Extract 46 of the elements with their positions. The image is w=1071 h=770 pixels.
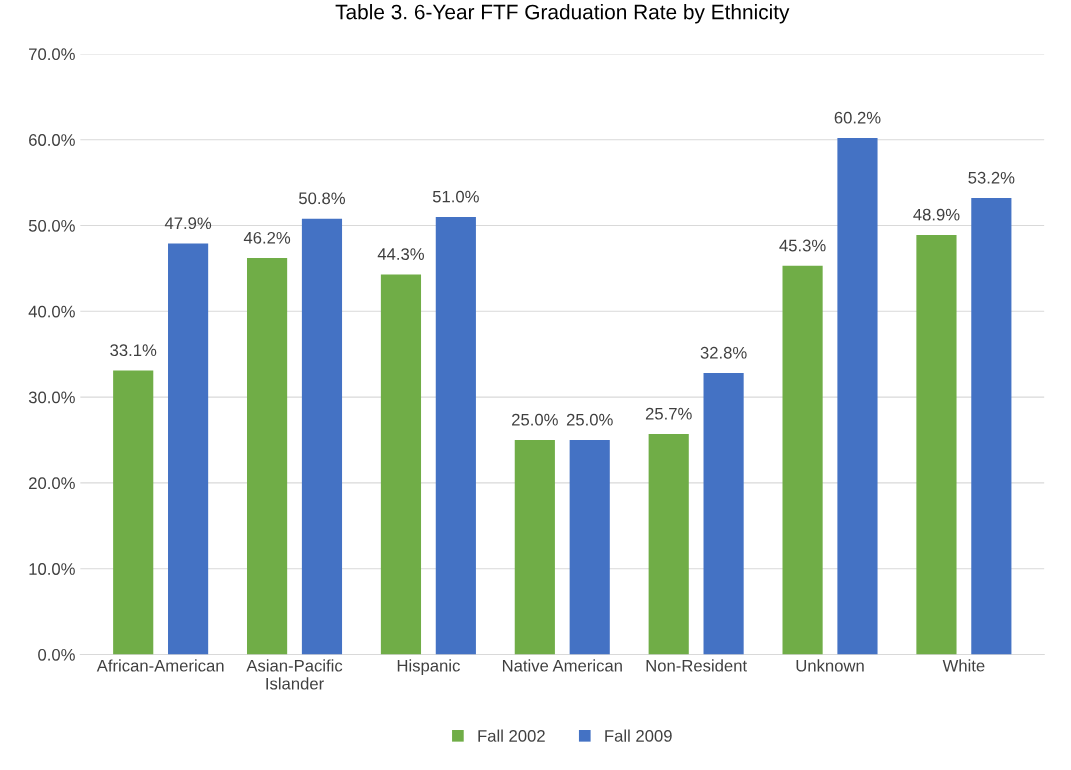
y-tick-label: 30.0% bbox=[28, 391, 75, 404]
data-label: 32.8% bbox=[700, 346, 747, 359]
bar bbox=[514, 440, 555, 655]
data-label: 25.7% bbox=[645, 407, 692, 420]
bar bbox=[569, 440, 610, 655]
x-tick-label: White bbox=[942, 659, 985, 672]
y-tick-label: 70.0% bbox=[29, 48, 75, 61]
x-tick-label: Non-Resident bbox=[646, 659, 747, 672]
y-tick-label: 50.0% bbox=[28, 219, 75, 232]
x-tick-label: Unknown bbox=[796, 659, 864, 672]
data-label: 53.2% bbox=[968, 171, 1015, 184]
data-label: 50.8% bbox=[299, 192, 346, 205]
bar bbox=[837, 137, 878, 655]
bar bbox=[916, 234, 957, 655]
bar bbox=[782, 265, 823, 655]
bar bbox=[648, 433, 689, 655]
x-tick-label: Hispanic bbox=[397, 659, 460, 675]
data-label: 33.1% bbox=[110, 344, 157, 357]
data-label: 44.3% bbox=[377, 248, 424, 260]
bar bbox=[703, 373, 744, 655]
bar bbox=[113, 370, 154, 655]
legend-label: Fall 2009 bbox=[605, 729, 672, 742]
legend-label: Fall 2002 bbox=[478, 729, 545, 742]
y-tick-label: 60.0% bbox=[29, 134, 75, 146]
y-tick-label: 40.0% bbox=[28, 305, 75, 318]
chart-title: Table 3. 6-Year FTF Graduation Rate by Ethnicity bbox=[335, 4, 790, 24]
x-tick-label: Native American bbox=[502, 659, 622, 672]
y-tick-label: 20.0% bbox=[29, 477, 75, 490]
bar bbox=[247, 258, 288, 655]
data-label: 60.2% bbox=[834, 111, 881, 124]
data-label: 25.0% bbox=[512, 413, 558, 426]
data-label: 51.0% bbox=[432, 190, 479, 203]
bar bbox=[301, 218, 343, 655]
y-tick-label: 0.0% bbox=[38, 648, 75, 661]
x-tick-label: African-American bbox=[96, 659, 224, 672]
data-label: 48.9% bbox=[913, 208, 960, 221]
data-label: 25.0% bbox=[566, 413, 613, 426]
y-tick-label: 10.0% bbox=[29, 563, 75, 575]
bar bbox=[168, 243, 209, 655]
bar bbox=[380, 274, 422, 655]
bar bbox=[971, 198, 1012, 655]
x-tick-label: Asian-Pacific Islander bbox=[246, 659, 343, 690]
data-label: 45.3% bbox=[779, 239, 826, 252]
data-label: 46.2% bbox=[243, 231, 291, 244]
bar bbox=[435, 216, 476, 655]
data-label: 47.9% bbox=[164, 217, 212, 230]
